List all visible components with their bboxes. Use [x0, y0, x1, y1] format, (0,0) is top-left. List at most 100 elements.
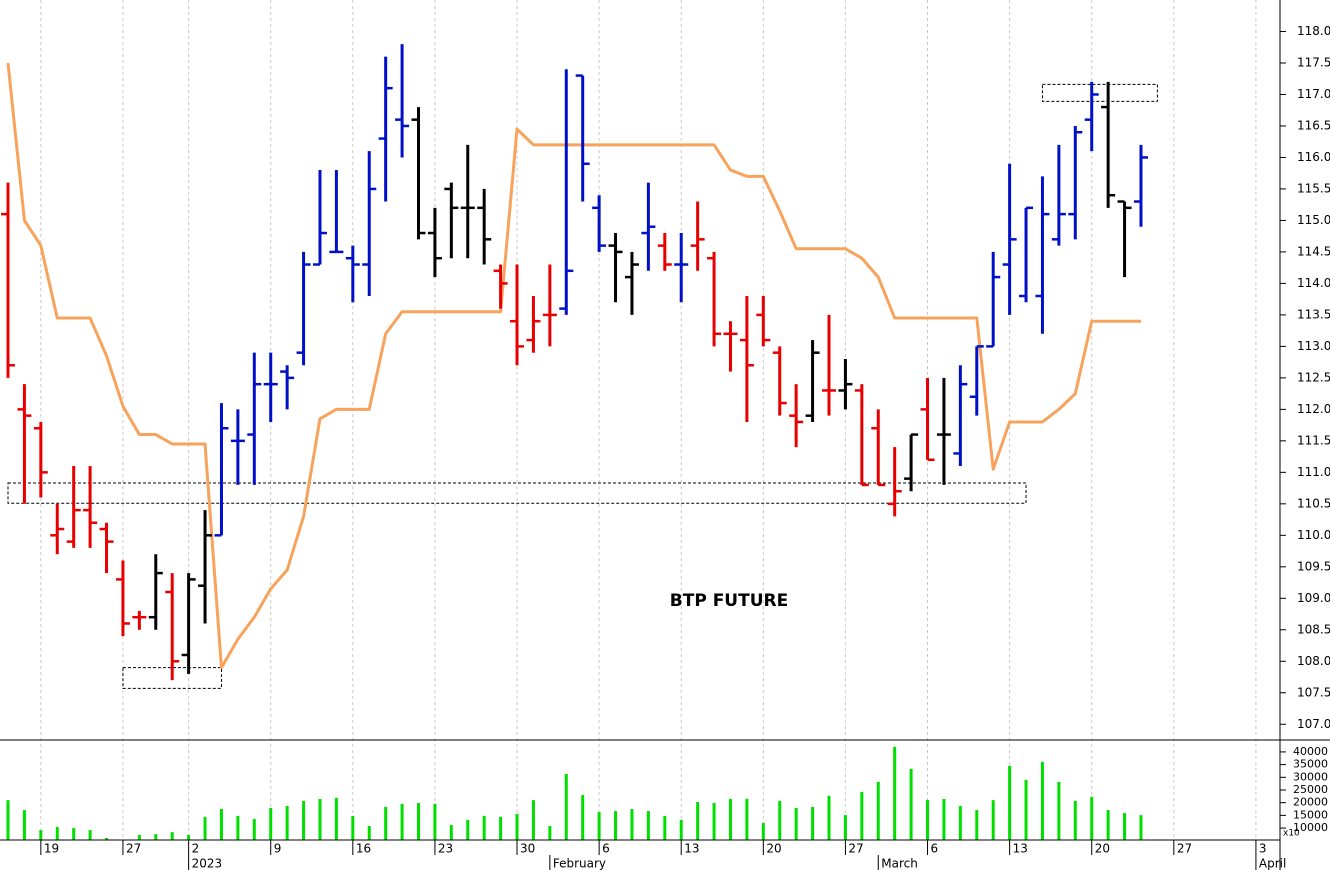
x-tick-label: 2: [192, 842, 200, 856]
volume-bar: [449, 825, 453, 840]
y-tick-label: 30000: [1293, 770, 1328, 783]
volume-bar: [548, 826, 552, 840]
volume-bar: [6, 800, 10, 840]
y-tick-label: 107.5: [1297, 685, 1330, 699]
volume-bar: [1123, 813, 1127, 840]
y-tick-label: 112.5: [1297, 370, 1330, 384]
y-tick-label: 107.0: [1297, 717, 1330, 731]
y-tick-label: 111.5: [1297, 433, 1330, 447]
volume-bar: [531, 800, 535, 840]
y-tick-label: 109.5: [1297, 559, 1330, 573]
volume-bar: [794, 808, 798, 840]
volume-bar: [1024, 779, 1028, 840]
volume-bar: [646, 811, 650, 840]
volume-bar: [564, 774, 568, 840]
volume-bar: [778, 800, 782, 840]
month-label: March: [881, 857, 918, 870]
zone: [7, 482, 1027, 504]
x-tick-label: 20: [1095, 842, 1110, 856]
volume-bar: [745, 798, 749, 840]
volume-bar: [334, 797, 338, 840]
volume-bar: [975, 810, 979, 840]
x-tick-label: 3: [1259, 842, 1267, 856]
y-tick-label: 10000: [1293, 821, 1328, 834]
volume-bar: [630, 809, 634, 840]
x-tick-label: 6: [602, 842, 610, 856]
volume-bar: [728, 798, 732, 840]
x-tick-label: 27: [848, 842, 863, 856]
volume-bar: [663, 815, 667, 840]
y-tick-label: 113.0: [1297, 339, 1330, 353]
volume-bar: [712, 802, 716, 840]
y-tick-label: 115.0: [1297, 213, 1330, 227]
zone: [1041, 83, 1158, 102]
volume-bar: [942, 798, 946, 840]
volume-bar: [499, 816, 503, 840]
volume-bar: [1106, 810, 1110, 840]
volume-bar: [1090, 796, 1094, 840]
volume-bar: [679, 819, 683, 840]
volume-bar: [384, 807, 388, 840]
x-tick-label: 6: [931, 842, 939, 856]
volume-bar: [893, 746, 897, 840]
volume-bar: [417, 802, 420, 840]
y-tick-label: 15000: [1293, 808, 1328, 821]
volume-bar: [482, 815, 486, 840]
y-tick-label: 116.0: [1297, 150, 1330, 164]
volume-bar: [991, 800, 995, 840]
volume-bar: [285, 805, 289, 840]
volume-bar: [219, 809, 223, 840]
y-tick-label: 117.0: [1297, 87, 1330, 101]
y-tick-label: 111.0: [1297, 465, 1330, 479]
y-tick-label: 110.5: [1297, 496, 1330, 510]
volume-bar: [236, 815, 240, 840]
y-tick-label: 108.0: [1297, 654, 1330, 668]
price-panel: [1, 44, 1158, 689]
volume-bar: [1073, 800, 1077, 840]
x-tick-label: 13: [684, 842, 699, 856]
y-tick-label: 110.0: [1297, 528, 1330, 542]
volume-bar: [170, 832, 174, 840]
x-tick-label: 23: [438, 842, 453, 856]
volume-bar: [466, 819, 470, 840]
x-tick-label: 16: [356, 842, 371, 856]
volume-bar: [761, 822, 765, 840]
x-tick-label: 30: [520, 842, 535, 856]
volume-bar: [909, 768, 913, 840]
volume-bar: [72, 828, 76, 840]
volume-bar: [827, 795, 831, 840]
volume-bar: [203, 816, 207, 840]
volume-bar: [351, 815, 355, 840]
volume-bar: [1057, 781, 1061, 840]
volume-bar: [137, 834, 141, 840]
y-tick-label: 118.0: [1297, 24, 1330, 38]
y-tick-label: 112.0: [1297, 402, 1330, 416]
volume-bar: [958, 805, 962, 840]
x-tick-label: 20: [766, 842, 781, 856]
volume-bar: [876, 781, 880, 840]
volume-bar: [581, 795, 585, 840]
volume-bar: [811, 807, 815, 840]
volume-bar: [88, 830, 92, 840]
y-tick-label: 114.0: [1297, 276, 1330, 290]
volume-bar: [696, 801, 700, 840]
volume-bar: [22, 810, 26, 840]
volume-bar: [926, 800, 930, 840]
y-tick-label: 109.0: [1297, 591, 1330, 605]
volume-bar: [1008, 765, 1012, 840]
x-tick-label: 27: [126, 842, 141, 856]
y-tick-label: 40000: [1293, 745, 1328, 758]
y-tick-label: 116.5: [1297, 118, 1330, 132]
volume-bar: [400, 803, 404, 840]
volume-bar: [302, 800, 306, 840]
month-label: April: [1259, 857, 1286, 870]
volume-bar: [597, 812, 601, 840]
volume-bar: [515, 814, 519, 840]
x-tick-label: 9: [274, 842, 282, 856]
y-tick-label: 35000: [1293, 758, 1328, 771]
y-tick-label: 20000: [1293, 796, 1328, 809]
volume-bar: [187, 834, 191, 840]
volume-bar: [614, 811, 618, 840]
